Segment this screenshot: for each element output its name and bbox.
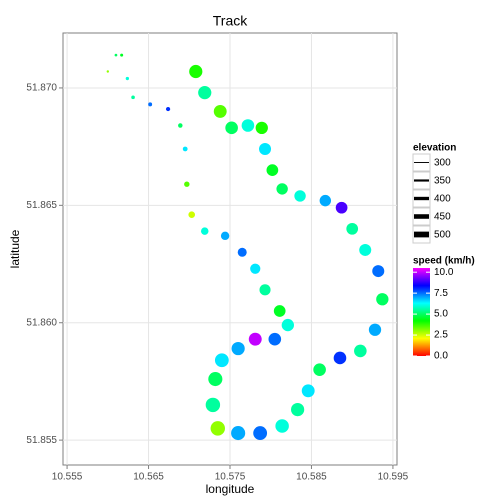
track-point <box>301 384 315 398</box>
track-point <box>210 421 225 436</box>
colorbar <box>413 268 430 356</box>
track-point <box>231 426 246 441</box>
track-point <box>255 121 268 135</box>
track-point <box>275 419 289 433</box>
x-tick-label: 10.585 <box>296 472 327 483</box>
x-tick-label: 10.565 <box>133 472 164 483</box>
color-legend-title: speed (km/h) <box>413 256 475 267</box>
track-point <box>259 142 272 155</box>
track-point <box>237 247 247 257</box>
track-point <box>335 201 348 214</box>
track-point <box>354 344 367 358</box>
legend-label: 0.0 <box>434 351 448 362</box>
track-point <box>368 323 382 336</box>
x-axis-label: longitude <box>206 482 255 496</box>
track-point <box>131 95 135 100</box>
track-point <box>189 64 203 79</box>
track-point <box>376 293 389 306</box>
track-point <box>372 265 385 278</box>
track-point <box>220 231 230 241</box>
legend-label: 350 <box>434 176 451 187</box>
track-point <box>359 243 372 256</box>
size-legend-title: elevation <box>413 143 456 154</box>
track-point <box>106 70 110 73</box>
y-axis-label: latitude <box>8 229 22 268</box>
legend-label: 5.0 <box>434 309 448 320</box>
track-point <box>208 372 223 387</box>
track-point <box>241 119 255 132</box>
legend-label: 7.5 <box>434 288 448 299</box>
track-point <box>198 86 212 100</box>
track-point <box>253 426 268 440</box>
y-tick-label: 51.855 <box>26 435 57 446</box>
track-point <box>273 305 286 317</box>
legend-label: 2.5 <box>434 330 448 341</box>
track-point <box>276 183 288 195</box>
track-point <box>165 106 171 112</box>
legend-label: 450 <box>434 212 451 223</box>
track-point <box>114 53 118 57</box>
track-point <box>248 332 262 346</box>
track-point <box>294 190 306 202</box>
x-tick-label: 10.555 <box>52 472 83 483</box>
legend-label: 400 <box>434 194 451 205</box>
track-point <box>213 104 227 118</box>
track-point <box>120 53 124 57</box>
track-point <box>182 146 188 152</box>
track-point <box>178 123 183 128</box>
track-point <box>313 363 326 376</box>
y-tick-label: 51.870 <box>26 83 57 94</box>
track-point <box>231 341 245 356</box>
legend-label: 300 <box>434 158 451 169</box>
chart-title: Track <box>213 13 248 29</box>
track-point <box>205 397 221 413</box>
track-point <box>266 164 279 176</box>
track-point <box>184 181 190 187</box>
track-point <box>281 318 294 332</box>
legend-label: 10.0 <box>434 267 454 278</box>
track-point <box>268 332 282 346</box>
track-point <box>188 211 196 219</box>
y-tick-label: 51.865 <box>26 200 57 211</box>
track-point <box>148 102 153 107</box>
track-point <box>291 402 305 417</box>
track-point <box>125 76 130 81</box>
track-point <box>319 194 332 207</box>
track-point <box>225 121 238 135</box>
track-point <box>200 227 209 235</box>
y-tick-label: 51.860 <box>26 317 57 328</box>
legend-label: 500 <box>434 230 451 241</box>
x-tick-label: 10.575 <box>215 472 246 483</box>
track-point <box>214 353 229 368</box>
track-point <box>250 263 261 274</box>
track-point <box>346 222 359 235</box>
track-point <box>259 284 271 296</box>
x-tick-label: 10.595 <box>378 472 409 483</box>
track-point <box>333 351 347 365</box>
